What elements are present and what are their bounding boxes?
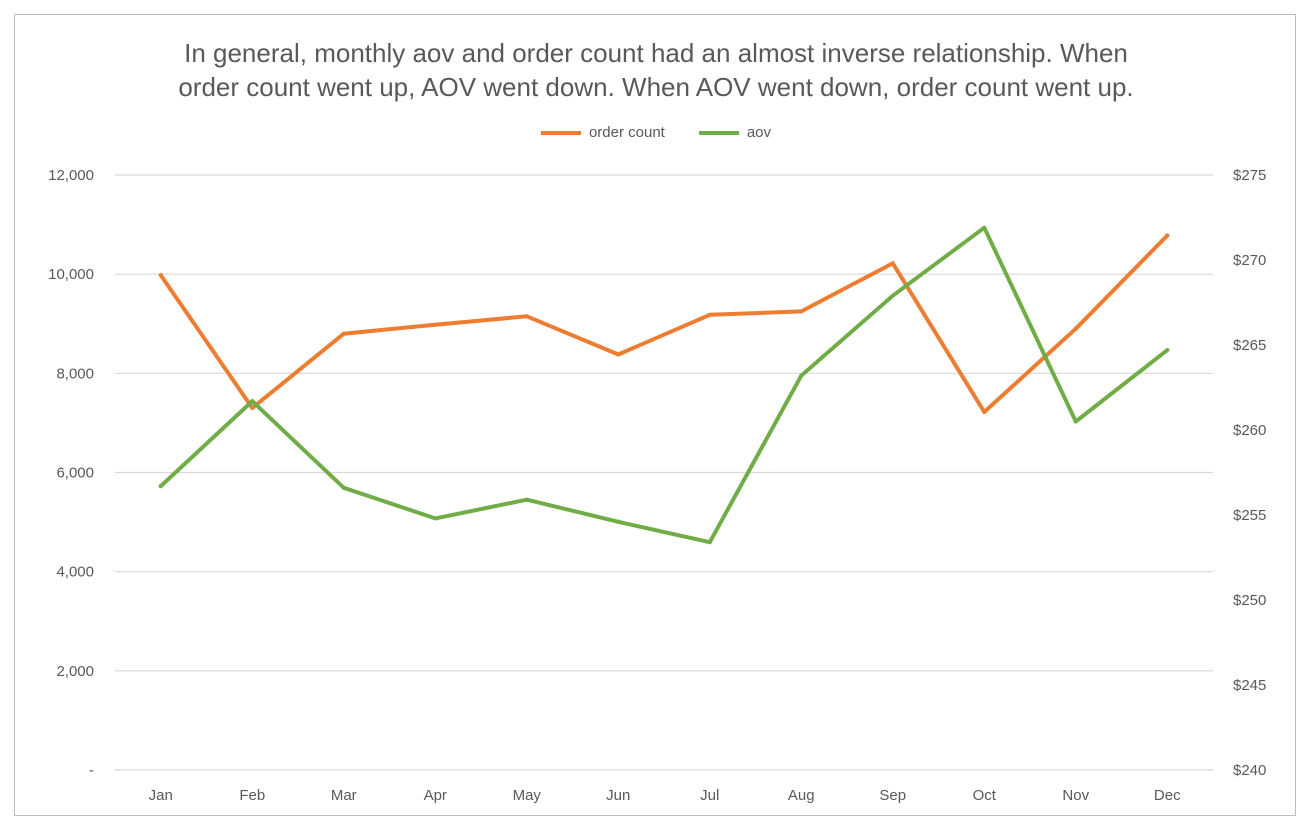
data-point-order-count (158, 273, 163, 278)
y-right-tick-label: $245 (1233, 677, 1266, 694)
data-point-order-count (1073, 326, 1078, 331)
x-tick-label: Nov (1062, 787, 1089, 804)
legend-item-order-count: order count (540, 124, 665, 141)
y-right-tick-label: $270 (1233, 252, 1266, 269)
x-tick-label: Jul (700, 787, 719, 804)
y-left-tick-label: - (89, 762, 94, 779)
y-left-tick-label: 4,000 (56, 564, 94, 581)
data-point-aov (1165, 348, 1170, 353)
y-left-tick-label: 2,000 (56, 663, 94, 680)
data-point-order-count (982, 410, 987, 415)
series-line-aov (158, 225, 1170, 545)
legend-label-order-count: order count (588, 124, 665, 141)
x-tick-label: May (513, 787, 542, 804)
data-point-order-count (890, 261, 895, 266)
y-right-tick-label: $240 (1233, 762, 1266, 779)
data-point-order-count (341, 331, 346, 336)
y-left-tick-label: 6,000 (56, 465, 94, 482)
data-point-order-count (799, 309, 804, 314)
data-point-order-count (524, 314, 529, 319)
data-point-aov (707, 540, 712, 545)
data-point-aov (524, 497, 529, 502)
y-right-tick-label: $275 (1233, 167, 1266, 184)
data-point-order-count (1165, 233, 1170, 238)
legend-item-aov: aov (698, 124, 772, 141)
data-point-aov (1073, 419, 1078, 424)
data-point-aov (799, 373, 804, 378)
data-point-aov (616, 519, 621, 524)
data-point-order-count (616, 352, 621, 357)
chart-title: In general, monthly aov and order count … (0, 36, 1312, 104)
data-point-order-count (707, 312, 712, 317)
x-tick-label: Aug (788, 787, 815, 804)
data-point-aov (890, 293, 895, 298)
y-right-tick-label: $250 (1233, 592, 1266, 609)
x-tick-label: Jun (606, 787, 630, 804)
data-point-aov (158, 484, 163, 489)
x-tick-label: Sep (879, 787, 906, 804)
data-point-aov (250, 399, 255, 404)
data-point-aov (982, 225, 987, 230)
x-tick-label: Apr (424, 787, 447, 804)
x-tick-label: Feb (239, 787, 265, 804)
y-left-tick-label: 10,000 (48, 266, 94, 283)
x-tick-label: Jan (149, 787, 173, 804)
data-point-aov (341, 485, 346, 490)
chart-title-line-2: order count went up, AOV went down. When… (178, 72, 1134, 102)
x-tick-label: Oct (973, 787, 997, 804)
chart-title-line-1: In general, monthly aov and order count … (184, 38, 1128, 68)
legend-swatch-aov (698, 130, 739, 135)
x-tick-label: Dec (1154, 787, 1181, 804)
y-right-tick-label: $260 (1233, 422, 1266, 439)
x-tick-label: Mar (331, 787, 357, 804)
chart-legend: order count aov (0, 124, 1312, 141)
data-point-order-count (433, 322, 438, 327)
y-left-tick-label: 12,000 (48, 167, 94, 184)
y-right-tick-label: $255 (1233, 507, 1266, 524)
data-point-aov (433, 516, 438, 521)
legend-swatch-order-count (540, 130, 581, 135)
legend-label-aov: aov (746, 124, 772, 141)
data-point-order-count (250, 406, 255, 411)
series-line-order-count (158, 233, 1170, 414)
y-left-tick-label: 8,000 (56, 365, 94, 382)
y-right-tick-label: $265 (1233, 337, 1266, 354)
